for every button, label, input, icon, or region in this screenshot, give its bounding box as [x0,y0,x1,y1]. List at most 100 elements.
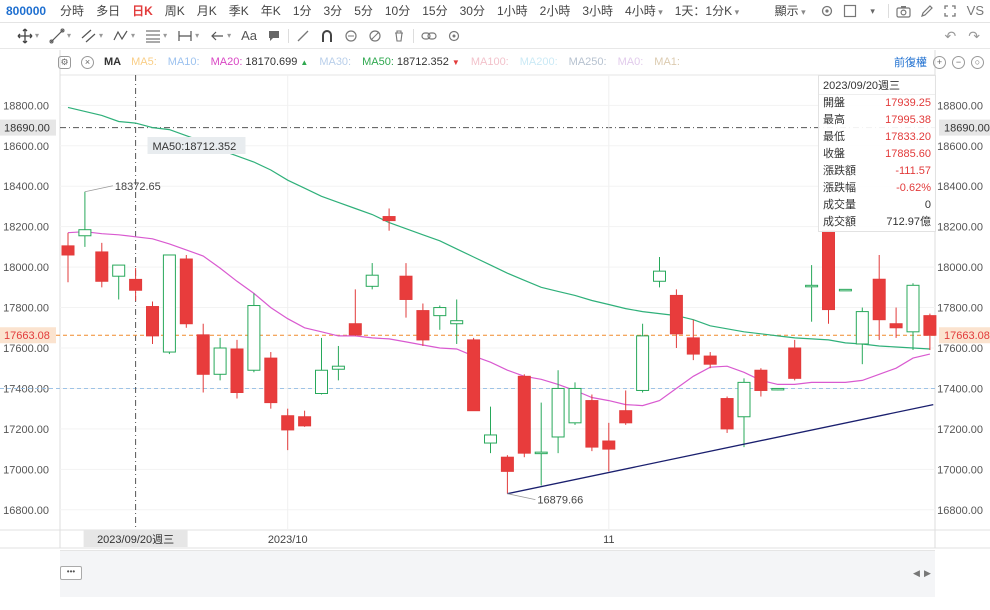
y-tick-label-left: 16800.00 [3,505,49,517]
scroll-left-icon[interactable]: ◀ [913,568,920,578]
fibonacci-icon [146,30,161,42]
comment-tool[interactable] [264,29,284,43]
timeframe-17[interactable]: 1天：1分K [669,0,745,23]
indicator-close-icon[interactable]: × [81,55,94,69]
magnet-icon [322,29,333,42]
measure-tool[interactable]: ▾ [174,28,202,44]
candle-body [619,410,633,424]
timeframe-10[interactable]: 10分 [384,3,411,18]
arrow-tool[interactable]: ▾ [206,28,234,44]
symbol-code[interactable]: 800000 [6,4,47,18]
minus-icon[interactable]: − [952,55,965,69]
ma-item-2[interactable]: MA20: 18170.699 ▲ [211,56,309,68]
crosshair-price-right: 18690.00 [944,123,990,135]
timeframe-16[interactable]: 4小時 [619,0,669,23]
hide-drawings-tool[interactable] [365,29,385,43]
lock-drawings-tool[interactable] [341,29,361,43]
navigator-menu-icon[interactable]: ••• [60,566,82,580]
y-tick-label-left: 17200.00 [3,424,49,436]
timeframe-7[interactable]: 1分 [292,3,312,18]
pencil-icon[interactable] [919,3,935,19]
timeframe-3[interactable]: 周K [164,3,185,18]
timeframe-2[interactable]: 日K [132,3,153,18]
fullscreen-icon[interactable] [942,3,958,19]
ma-item-8[interactable]: MA0: [618,56,644,68]
channel-tool[interactable]: ▾ [78,28,106,44]
timeframe-13[interactable]: 1小時 [496,3,528,18]
candle [551,370,565,454]
info-value: 17939.25 [885,97,931,109]
info-label: 漲跌額 [823,165,856,177]
drawing-settings-tool[interactable] [444,29,464,43]
timeframe-6[interactable]: 年K [260,3,281,18]
candle [720,396,734,433]
candle-body [653,270,666,282]
timeframe-15[interactable]: 3小時 [582,3,614,18]
timeframe-9[interactable]: 5分 [354,3,373,18]
add-icon[interactable]: + [933,55,946,69]
y-tick-label-left: 17000.00 [3,464,49,476]
arrow-left-icon [211,31,224,40]
chevron-down-icon[interactable]: ▾ [870,5,875,16]
camera-icon[interactable] [896,3,912,19]
info-row: 漲跌額 -111.57 [819,163,935,180]
candle-body [146,306,159,337]
checkbox-icon[interactable] [842,3,858,19]
link-tool[interactable] [418,29,440,43]
ma-value: 18170.699 [245,56,298,68]
candle [95,242,109,288]
candle [348,289,362,336]
trendline-tool[interactable]: ▾ [46,28,74,44]
candle-body [788,347,802,379]
candle-body [450,320,464,325]
settings-gear-icon[interactable] [819,3,835,19]
pattern-tool[interactable]: ▾ [110,28,138,44]
display-dropdown[interactable]: 顯示 [769,0,812,23]
magnet-tool[interactable] [317,29,337,43]
candle [315,337,328,395]
candle-body [382,216,396,222]
info-row: 成交額 712.97億 [819,214,935,231]
info-value: 17995.38 [885,114,931,126]
scroll-right-icon[interactable]: ▶ [924,568,931,578]
vs-compare-button[interactable]: VS [966,3,984,18]
ma-item-6[interactable]: MA200: [520,56,558,68]
redo-icon[interactable]: ↷ [968,27,980,44]
adjust-mode-button[interactable]: 前復權 [894,57,927,69]
last-price-right: 17663.08 [944,330,990,342]
timeframe-5[interactable]: 季K [228,3,249,18]
info-label: 開盤 [823,97,845,109]
fib-tool[interactable]: ▾ [142,28,170,44]
ma-label: MA200: [519,56,558,68]
timeframe-11[interactable]: 15分 [422,3,448,18]
candle-body [484,434,497,444]
eraser-line-tool[interactable] [293,29,313,43]
timeframe-8[interactable]: 3分 [323,3,343,18]
undo-icon[interactable]: ↶ [944,27,957,44]
ma-item-9[interactable]: MA1: [654,56,680,68]
candle-body [331,365,345,370]
ma-item-5[interactable]: MA100: [471,56,509,68]
reset-icon[interactable]: ○ [971,55,984,69]
indicator-settings-icon[interactable]: ⚙ [58,55,71,69]
time-navigator[interactable] [60,550,935,597]
ma-item-7[interactable]: MA250: [569,56,607,68]
ma-item-0[interactable]: MA5: [131,56,157,68]
timeframe-0[interactable]: 分時 [60,3,85,18]
ma-item-3[interactable]: MA30: [319,56,351,68]
ma-item-1[interactable]: MA10: [168,56,200,68]
ma-item-4[interactable]: MA50: 18712.352 ▼ [362,56,460,68]
move-icon [17,28,33,43]
crosshair-move-tool[interactable]: ▾ [14,28,42,44]
indicator-name[interactable]: MA [104,56,122,68]
delete-drawings-tool[interactable] [389,29,409,43]
timeframe-14[interactable]: 2小時 [539,3,571,18]
timeframe-4[interactable]: 月K [196,3,217,18]
text-tool[interactable]: Aa [241,28,258,43]
timeframe-1[interactable]: 多日 [96,3,121,18]
ma-label: MA100: [470,56,509,68]
candle-body [298,416,312,427]
timeframe-12[interactable]: 30分 [459,3,485,18]
trash-icon [395,29,404,42]
